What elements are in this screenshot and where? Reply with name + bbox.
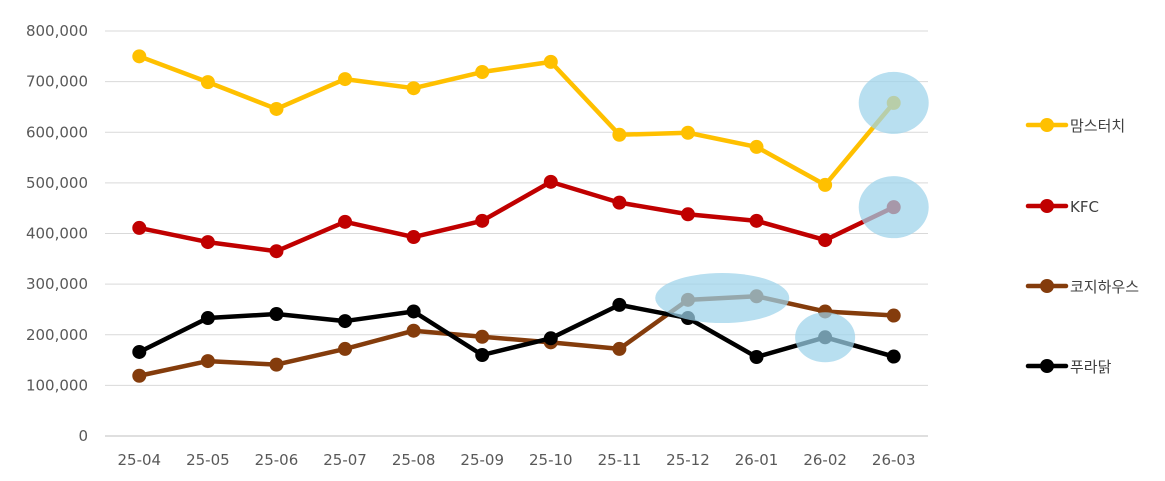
- highlight-ellipse: [795, 312, 856, 363]
- legend-item: 푸라닭: [1025, 358, 1112, 376]
- data-point: [612, 341, 627, 356]
- highlight-ellipse: [655, 273, 790, 324]
- data-point: [132, 49, 147, 64]
- data-point: [543, 331, 558, 346]
- x-tick-label: 25-08: [392, 451, 436, 469]
- series-line: [137, 179, 896, 254]
- legend-label: 맘스터치: [1070, 117, 1125, 135]
- data-point: [200, 354, 215, 369]
- data-point: [406, 323, 421, 338]
- data-point: [886, 349, 901, 364]
- data-point: [818, 233, 833, 248]
- grid-layer: [105, 30, 928, 437]
- series-line: [137, 54, 896, 188]
- data-point: [475, 65, 490, 80]
- highlight-ellipse: [858, 71, 929, 134]
- legend-item: KFC: [1025, 198, 1099, 216]
- series-layer: [132, 49, 901, 383]
- data-point: [680, 207, 695, 222]
- y-tick-label: 600,000: [26, 123, 88, 141]
- y-tick-label: 500,000: [26, 174, 88, 192]
- y-tick-label: 0: [78, 427, 88, 445]
- data-point: [338, 72, 353, 87]
- y-axis: 0 100,000 200,000 300,000 400,000 500,000 600,…: [26, 22, 88, 445]
- y-tick-label: 800,000: [26, 22, 88, 40]
- x-tick-label: 25-11: [598, 451, 642, 469]
- highlight-ellipse: [858, 176, 929, 239]
- data-point: [406, 81, 421, 96]
- x-tick-label: 25-10: [529, 451, 573, 469]
- legend-label: 푸라닭: [1070, 358, 1112, 376]
- y-tick-label: 200,000: [26, 326, 88, 344]
- data-point: [406, 230, 421, 245]
- legend-label: 코지하우스: [1070, 278, 1139, 296]
- data-point: [475, 329, 490, 344]
- series-2: [132, 174, 901, 259]
- series-line: [137, 302, 896, 360]
- data-point: [269, 101, 284, 116]
- y-tick-label: 300,000: [26, 275, 88, 293]
- data-point: [200, 75, 215, 90]
- data-point: [749, 139, 764, 154]
- data-point: [543, 54, 558, 69]
- data-point: [338, 314, 353, 329]
- x-tick-label: 25-07: [323, 451, 367, 469]
- data-point: [749, 350, 764, 365]
- x-tick-label: 25-12: [666, 451, 710, 469]
- legend-swatch-marker: [1040, 118, 1054, 132]
- x-tick-label: 25-09: [460, 451, 504, 469]
- y-tick-label: 700,000: [26, 73, 88, 91]
- data-point: [749, 213, 764, 228]
- legend-item: 코지하우스: [1025, 278, 1139, 296]
- y-tick-label: 400,000: [26, 225, 88, 243]
- series-4: [132, 297, 901, 365]
- x-tick-label: 26-02: [803, 451, 847, 469]
- data-point: [475, 348, 490, 362]
- data-point: [200, 311, 215, 326]
- data-point: [269, 357, 284, 372]
- data-point: [338, 214, 353, 229]
- data-point: [680, 125, 695, 140]
- data-point: [269, 306, 284, 321]
- series-1: [132, 49, 901, 192]
- legend-label: KFC: [1070, 198, 1099, 216]
- x-tick-label: 26-01: [735, 451, 779, 469]
- data-point: [612, 127, 627, 142]
- data-point: [543, 174, 558, 189]
- data-point: [132, 344, 147, 359]
- x-tick-label: 25-06: [255, 451, 299, 469]
- data-point: [886, 308, 901, 323]
- legend-swatch-marker: [1040, 279, 1054, 293]
- data-point: [200, 235, 215, 250]
- y-tick-label: 100,000: [26, 376, 88, 394]
- data-point: [612, 195, 627, 210]
- x-tick-label: 25-04: [117, 451, 161, 469]
- x-tick-label: 26-03: [872, 451, 916, 469]
- data-point: [269, 244, 284, 259]
- data-point: [132, 368, 147, 383]
- data-point: [132, 220, 147, 235]
- legend-item: 맘스터치: [1025, 117, 1125, 135]
- x-axis: 25-04 25-05 25-06 25-07 25-08 25-09 25-10 25-11…: [117, 451, 915, 469]
- overlay-layer: [655, 71, 929, 363]
- legend-swatch-marker: [1040, 359, 1054, 373]
- data-point: [475, 213, 490, 228]
- data-point: [818, 177, 833, 192]
- legend-swatch-marker: [1040, 199, 1054, 213]
- data-point: [612, 297, 627, 312]
- x-tick-label: 25-05: [186, 451, 230, 469]
- data-point: [406, 304, 421, 319]
- data-point: [338, 341, 353, 356]
